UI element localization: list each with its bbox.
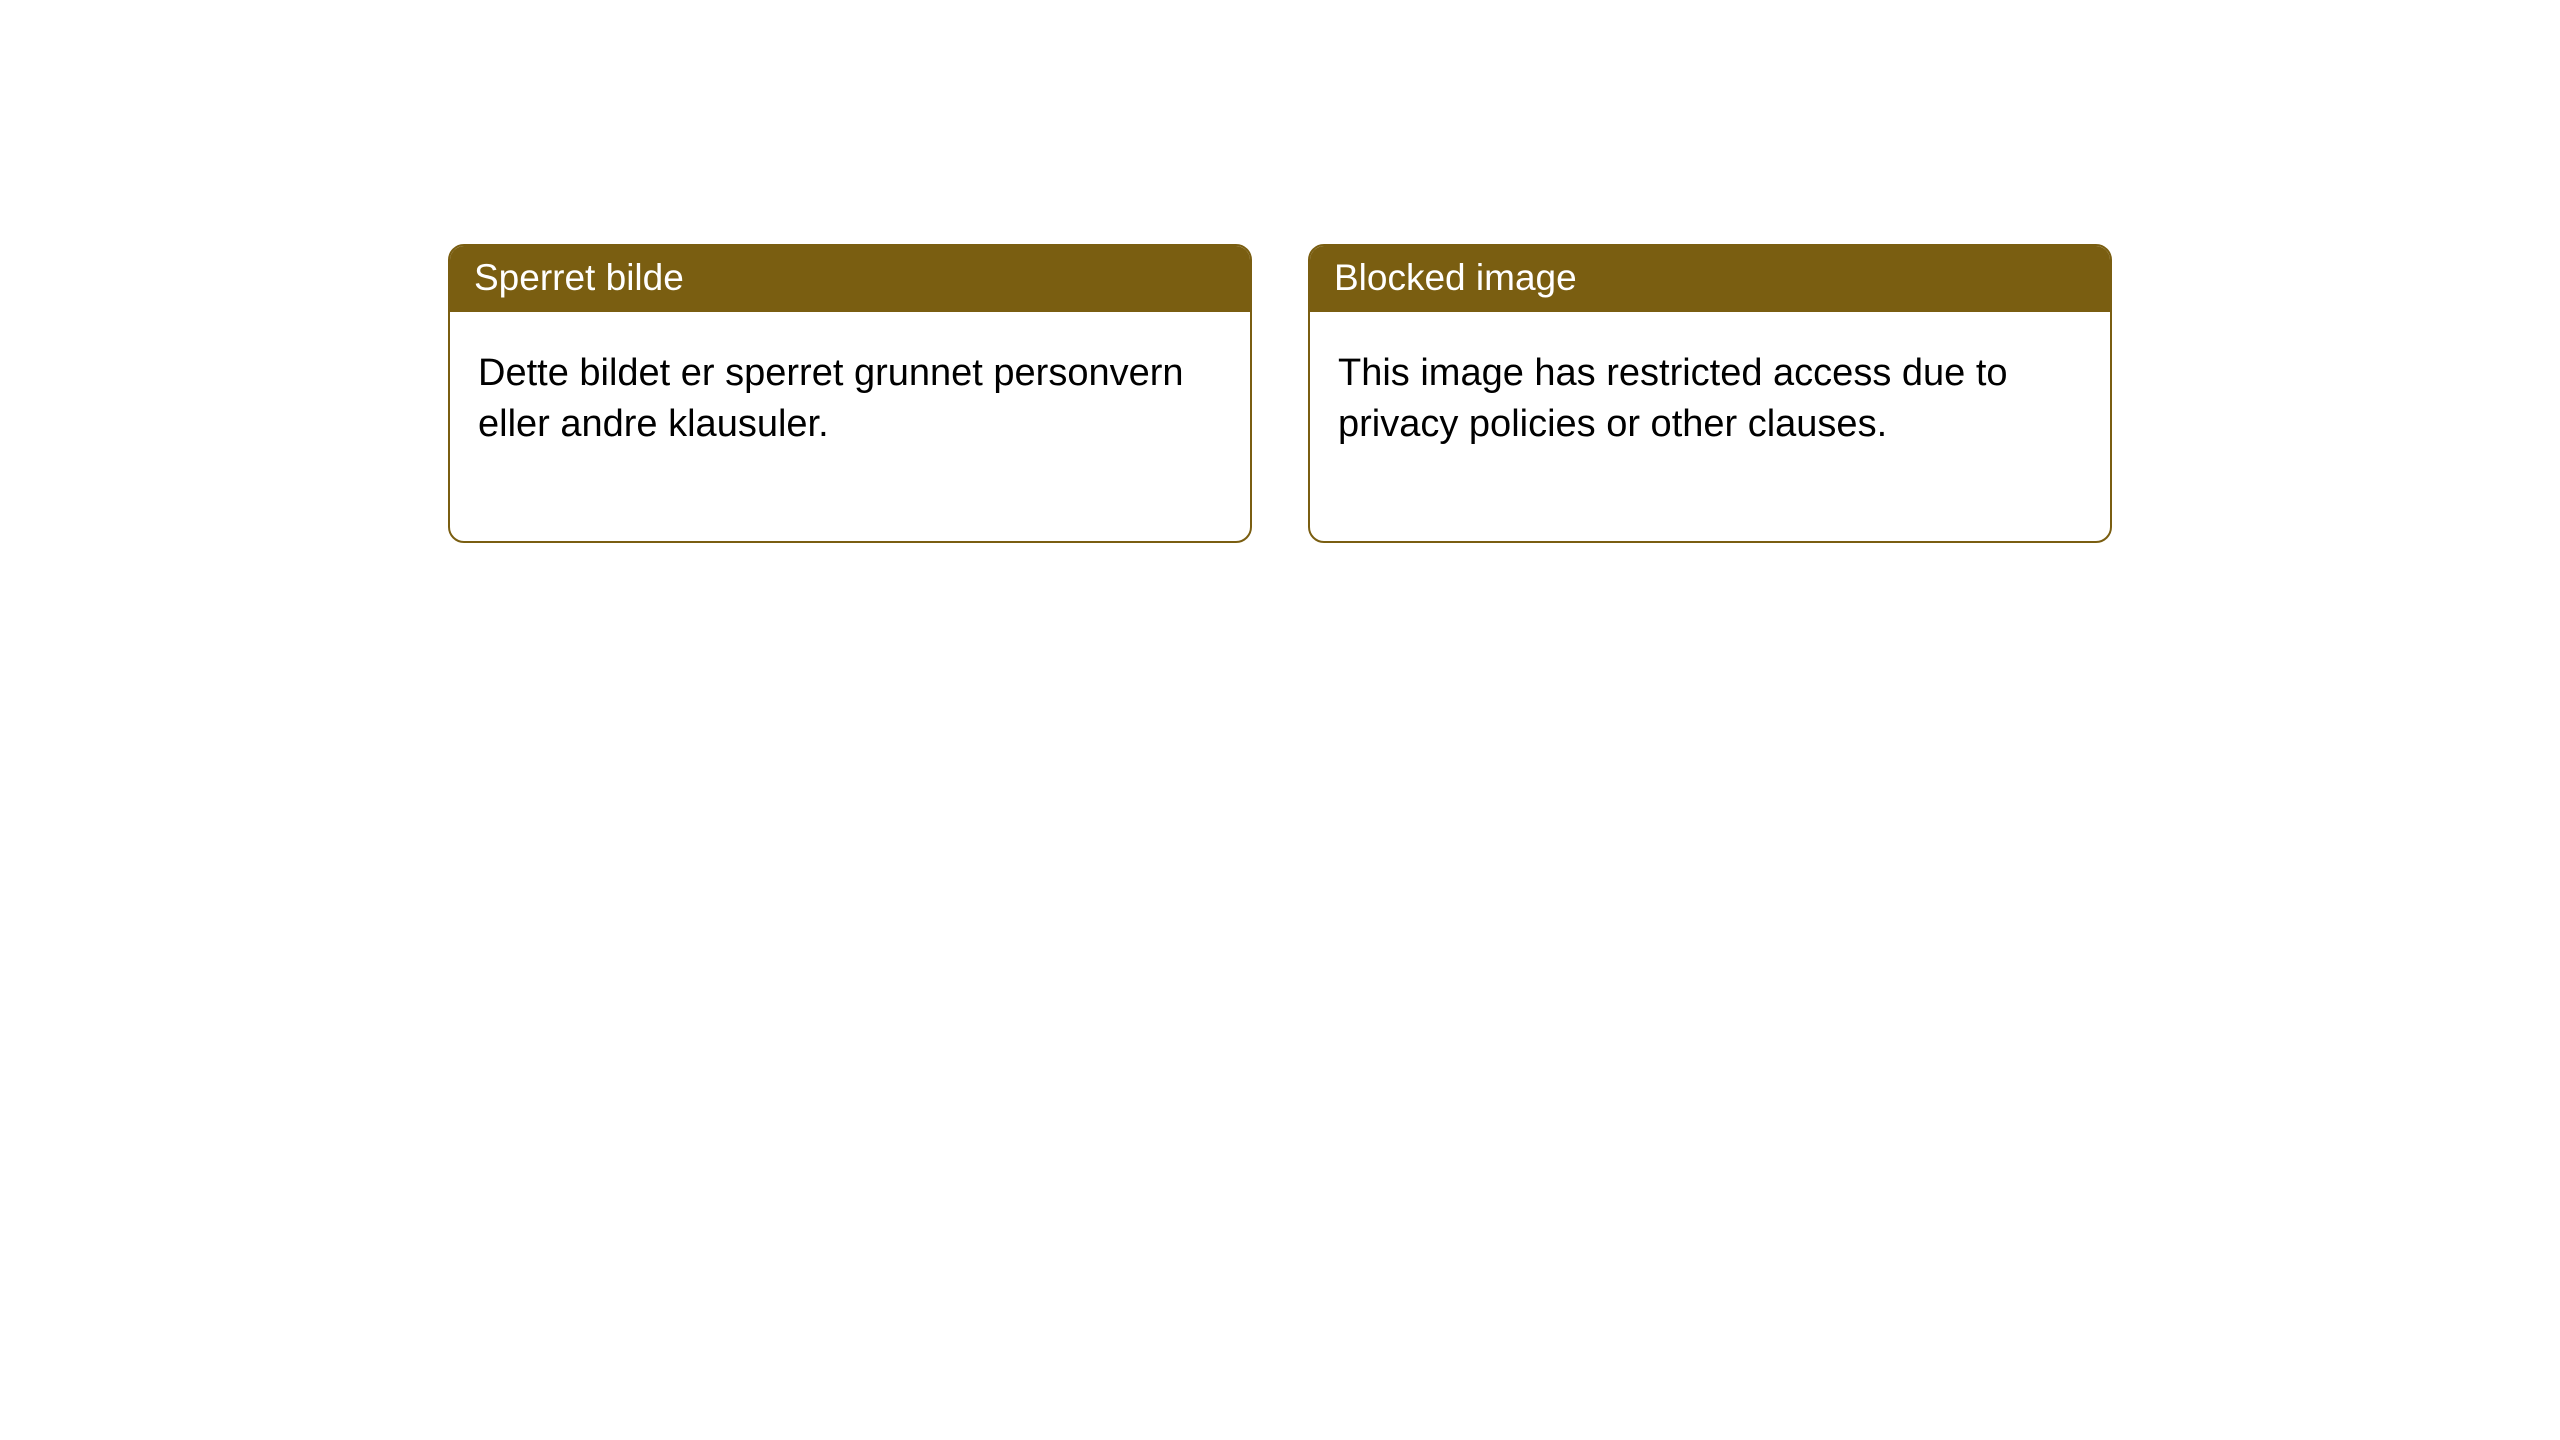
notices-container: Sperret bilde Dette bildet er sperret gr… (0, 0, 2560, 543)
notice-header-no: Sperret bilde (450, 246, 1250, 312)
notice-body-no: Dette bildet er sperret grunnet personve… (450, 312, 1250, 541)
notice-body-en: This image has restricted access due to … (1310, 312, 2110, 541)
notice-box-no: Sperret bilde Dette bildet er sperret gr… (448, 244, 1252, 543)
notice-box-en: Blocked image This image has restricted … (1308, 244, 2112, 543)
notice-header-en: Blocked image (1310, 246, 2110, 312)
